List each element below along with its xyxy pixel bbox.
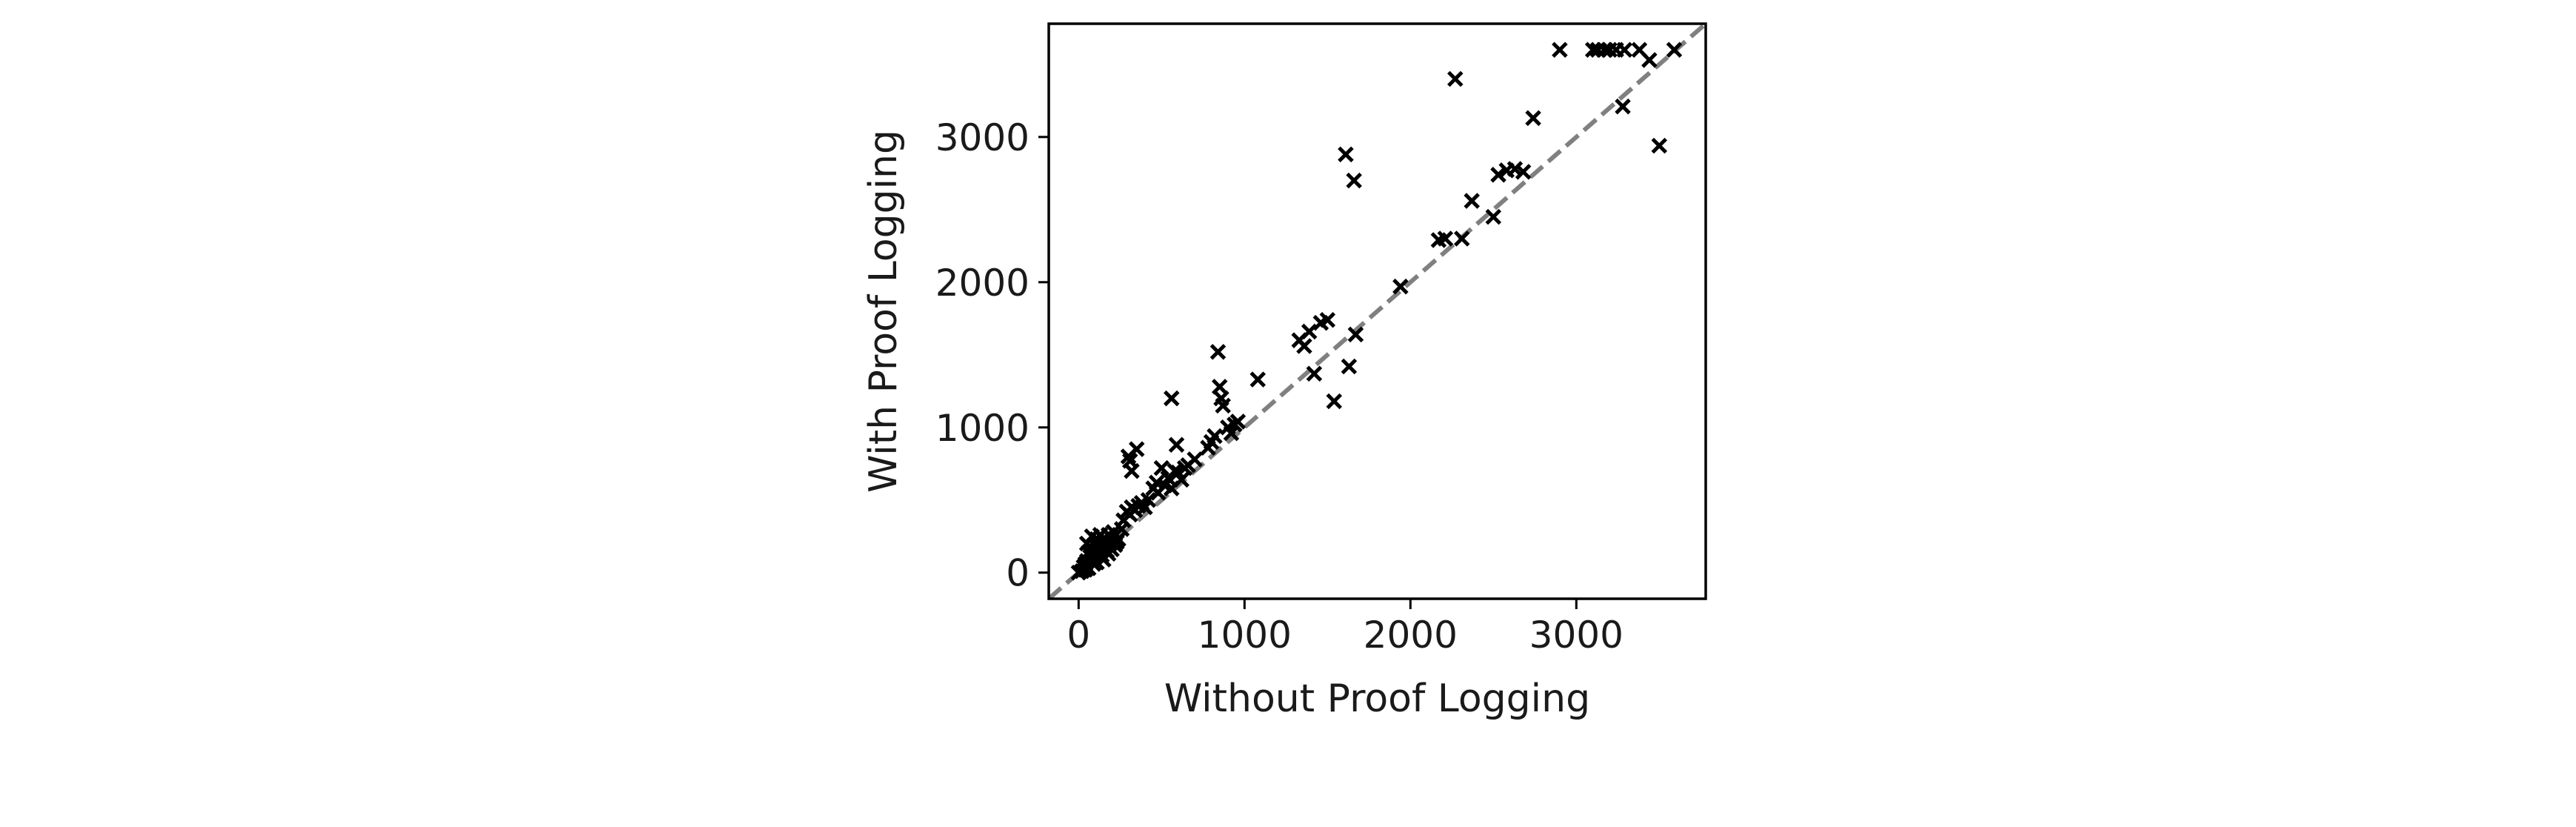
plot-frame	[1047, 22, 1707, 600]
data-point	[1209, 344, 1227, 360]
data-point	[1552, 41, 1568, 59]
data-point	[1616, 41, 1633, 59]
plot-area	[1049, 24, 1706, 599]
x-tick-label: 0	[1067, 614, 1090, 657]
reference-diagonal-line	[1049, 24, 1706, 599]
data-point	[1140, 491, 1157, 508]
data-point	[1596, 41, 1613, 59]
y-axis-label: With Proof Logging	[861, 130, 906, 493]
x-tick-label: 2000	[1364, 614, 1458, 657]
data-point	[1223, 425, 1240, 442]
data-point	[1306, 365, 1323, 382]
data-point	[1485, 208, 1502, 225]
data-point	[1296, 338, 1312, 354]
data-point	[1447, 70, 1464, 87]
x-tick-label: 1000	[1198, 614, 1292, 657]
x-tick-label: 3000	[1529, 614, 1624, 657]
data-point	[1077, 562, 1094, 578]
data-point	[1080, 544, 1097, 561]
data-point	[1515, 164, 1532, 180]
data-point	[1453, 230, 1470, 247]
data-point	[1437, 230, 1454, 247]
y-tick-label: 3000	[935, 116, 1030, 159]
data-point	[1229, 414, 1247, 430]
data-point	[1319, 311, 1336, 328]
data-point	[1168, 436, 1185, 454]
data-point	[1525, 110, 1541, 127]
data-point	[1326, 393, 1343, 410]
y-tick-label: 1000	[935, 407, 1030, 450]
data-point	[1651, 137, 1668, 154]
data-point	[1301, 323, 1318, 340]
data-point	[1641, 52, 1658, 68]
y-tick-label: 2000	[935, 262, 1030, 305]
data-point	[1666, 41, 1683, 59]
data-point	[1346, 172, 1362, 189]
x-axis-label: Without Proof Logging	[1164, 677, 1590, 721]
data-point	[1392, 278, 1409, 295]
data-point	[1338, 146, 1354, 163]
data-point	[1341, 358, 1358, 375]
data-point	[1163, 390, 1180, 407]
data-point	[1215, 397, 1231, 414]
y-tick-label: 0	[1006, 552, 1030, 595]
data-point	[1153, 459, 1170, 476]
data-point	[1173, 471, 1189, 488]
data-point	[1464, 193, 1480, 209]
data-point	[1584, 41, 1601, 59]
data-point	[1121, 453, 1138, 469]
data-point	[1615, 98, 1631, 115]
data-point	[1098, 532, 1115, 549]
data-point	[1187, 451, 1203, 468]
data-point	[1128, 441, 1145, 457]
data-point	[1249, 371, 1266, 388]
axis-ticks: 0 1000 2000 3000 0 1000 2000 3000	[935, 116, 1624, 657]
data-point	[1347, 326, 1364, 343]
data-point	[1490, 167, 1506, 183]
data-point	[1207, 428, 1223, 445]
